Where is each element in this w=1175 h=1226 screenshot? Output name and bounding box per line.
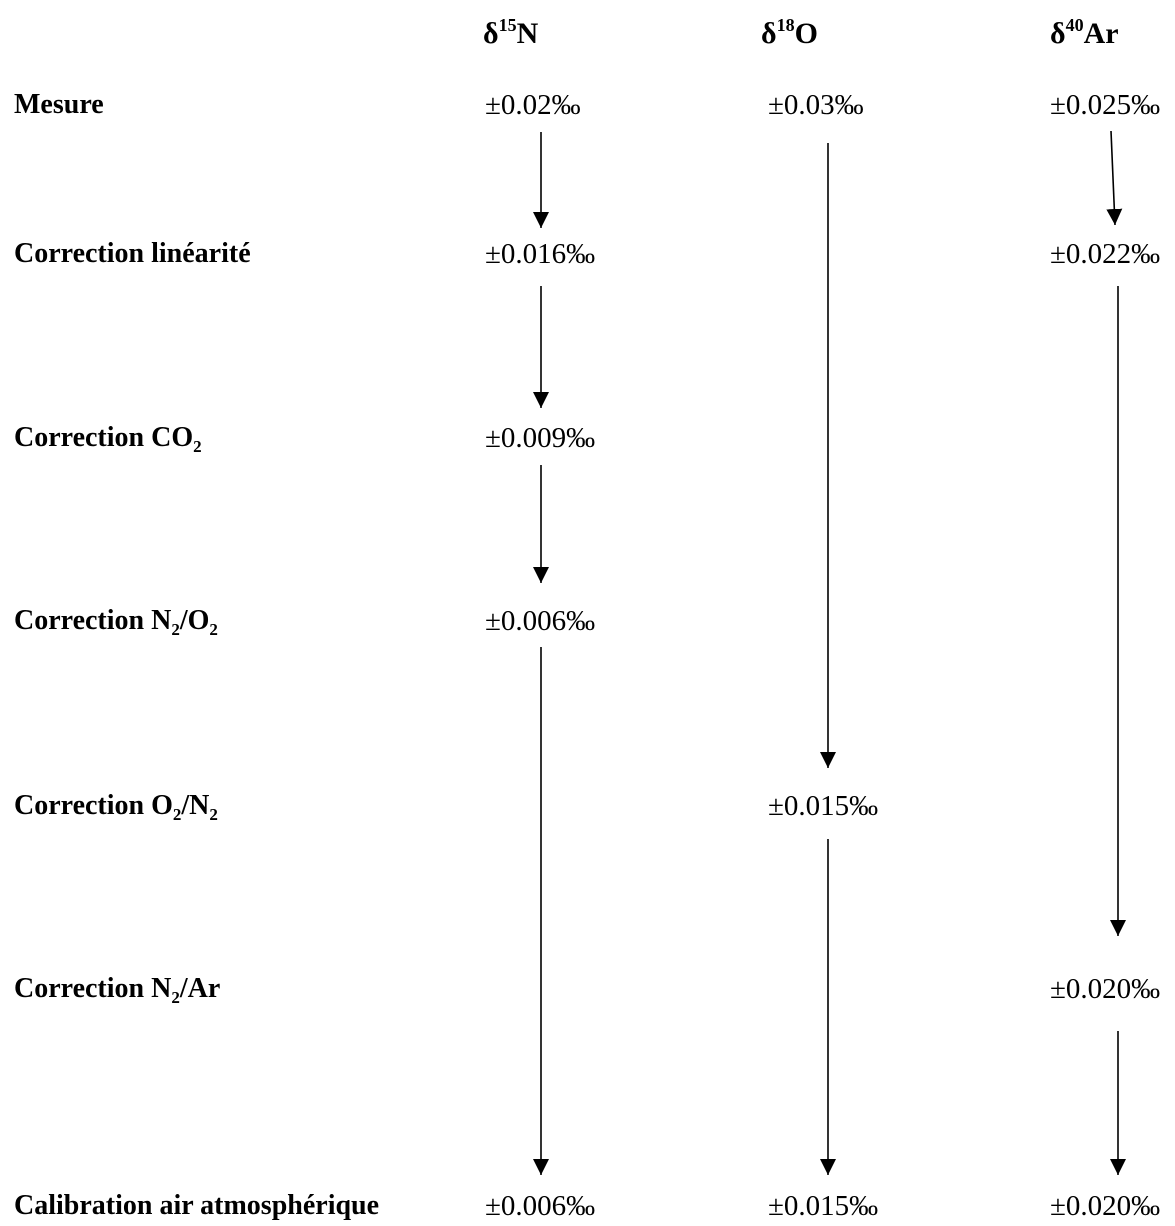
value-mesure-d15n: ±0.02‰ (485, 89, 581, 121)
value-calibration-d40ar: ±0.020‰ (1050, 1190, 1161, 1222)
arrow-d40ar-mesure-to-linearite (1106, 130, 1123, 226)
value-calibration-d15n: ±0.006‰ (485, 1190, 596, 1222)
value-o2n2-d18o: ±0.015‰ (768, 790, 879, 822)
row-label-correction-o2-n2: Correction O2/N2 (14, 790, 218, 824)
value-n2ar-d40ar: ±0.020‰ (1050, 973, 1161, 1005)
value-linearite-d15n: ±0.016‰ (485, 238, 596, 270)
row-label-correction-n2-ar: Correction N2/Ar (14, 973, 221, 1007)
value-mesure-d40ar: ±0.025‰ (1050, 89, 1161, 121)
header-delta-40ar: δ40Ar (1050, 15, 1119, 50)
value-co2-d15n: ±0.009‰ (485, 422, 596, 454)
header-delta-18o: δ18O (761, 15, 818, 50)
row-label-correction-linearite: Correction linéarité (14, 238, 251, 269)
value-calibration-d18o: ±0.015‰ (768, 1190, 879, 1222)
value-linearite-d40ar: ±0.022‰ (1050, 238, 1161, 270)
value-n2o2-d15n: ±0.006‰ (485, 605, 596, 637)
row-label-correction-n2-o2: Correction N2/O2 (14, 605, 218, 639)
row-label-mesure: Mesure (14, 89, 104, 120)
row-label-correction-co2: Correction CO2 (14, 422, 202, 456)
header-delta-15n: δ15N (483, 15, 539, 50)
value-mesure-d18o: ±0.03‰ (768, 89, 864, 121)
row-label-calibration-air: Calibration air atmosphérique (14, 1190, 380, 1221)
